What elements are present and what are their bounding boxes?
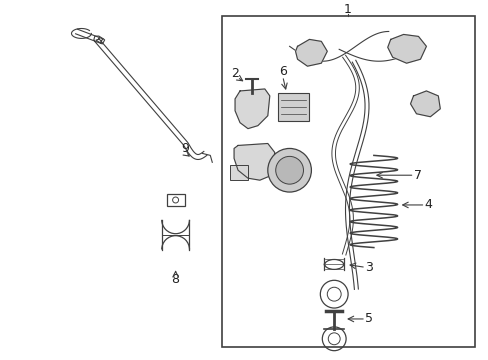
Bar bbox=[222, 15, 474, 347]
Circle shape bbox=[275, 156, 303, 184]
Bar bbox=[230, 165, 247, 180]
Text: 1: 1 bbox=[344, 3, 351, 16]
Text: 6: 6 bbox=[278, 65, 286, 78]
Text: 2: 2 bbox=[231, 67, 239, 80]
Polygon shape bbox=[235, 89, 269, 129]
Polygon shape bbox=[410, 91, 439, 117]
Text: 5: 5 bbox=[364, 312, 372, 325]
Text: 9: 9 bbox=[181, 142, 189, 155]
Polygon shape bbox=[234, 144, 274, 180]
Circle shape bbox=[267, 148, 311, 192]
Text: 4: 4 bbox=[424, 198, 431, 211]
Text: 7: 7 bbox=[414, 169, 422, 182]
Bar bbox=[166, 194, 184, 206]
Text: 8: 8 bbox=[171, 273, 179, 286]
Text: 3: 3 bbox=[364, 261, 372, 274]
Polygon shape bbox=[387, 35, 426, 63]
Polygon shape bbox=[295, 39, 326, 66]
Bar bbox=[277, 93, 309, 121]
